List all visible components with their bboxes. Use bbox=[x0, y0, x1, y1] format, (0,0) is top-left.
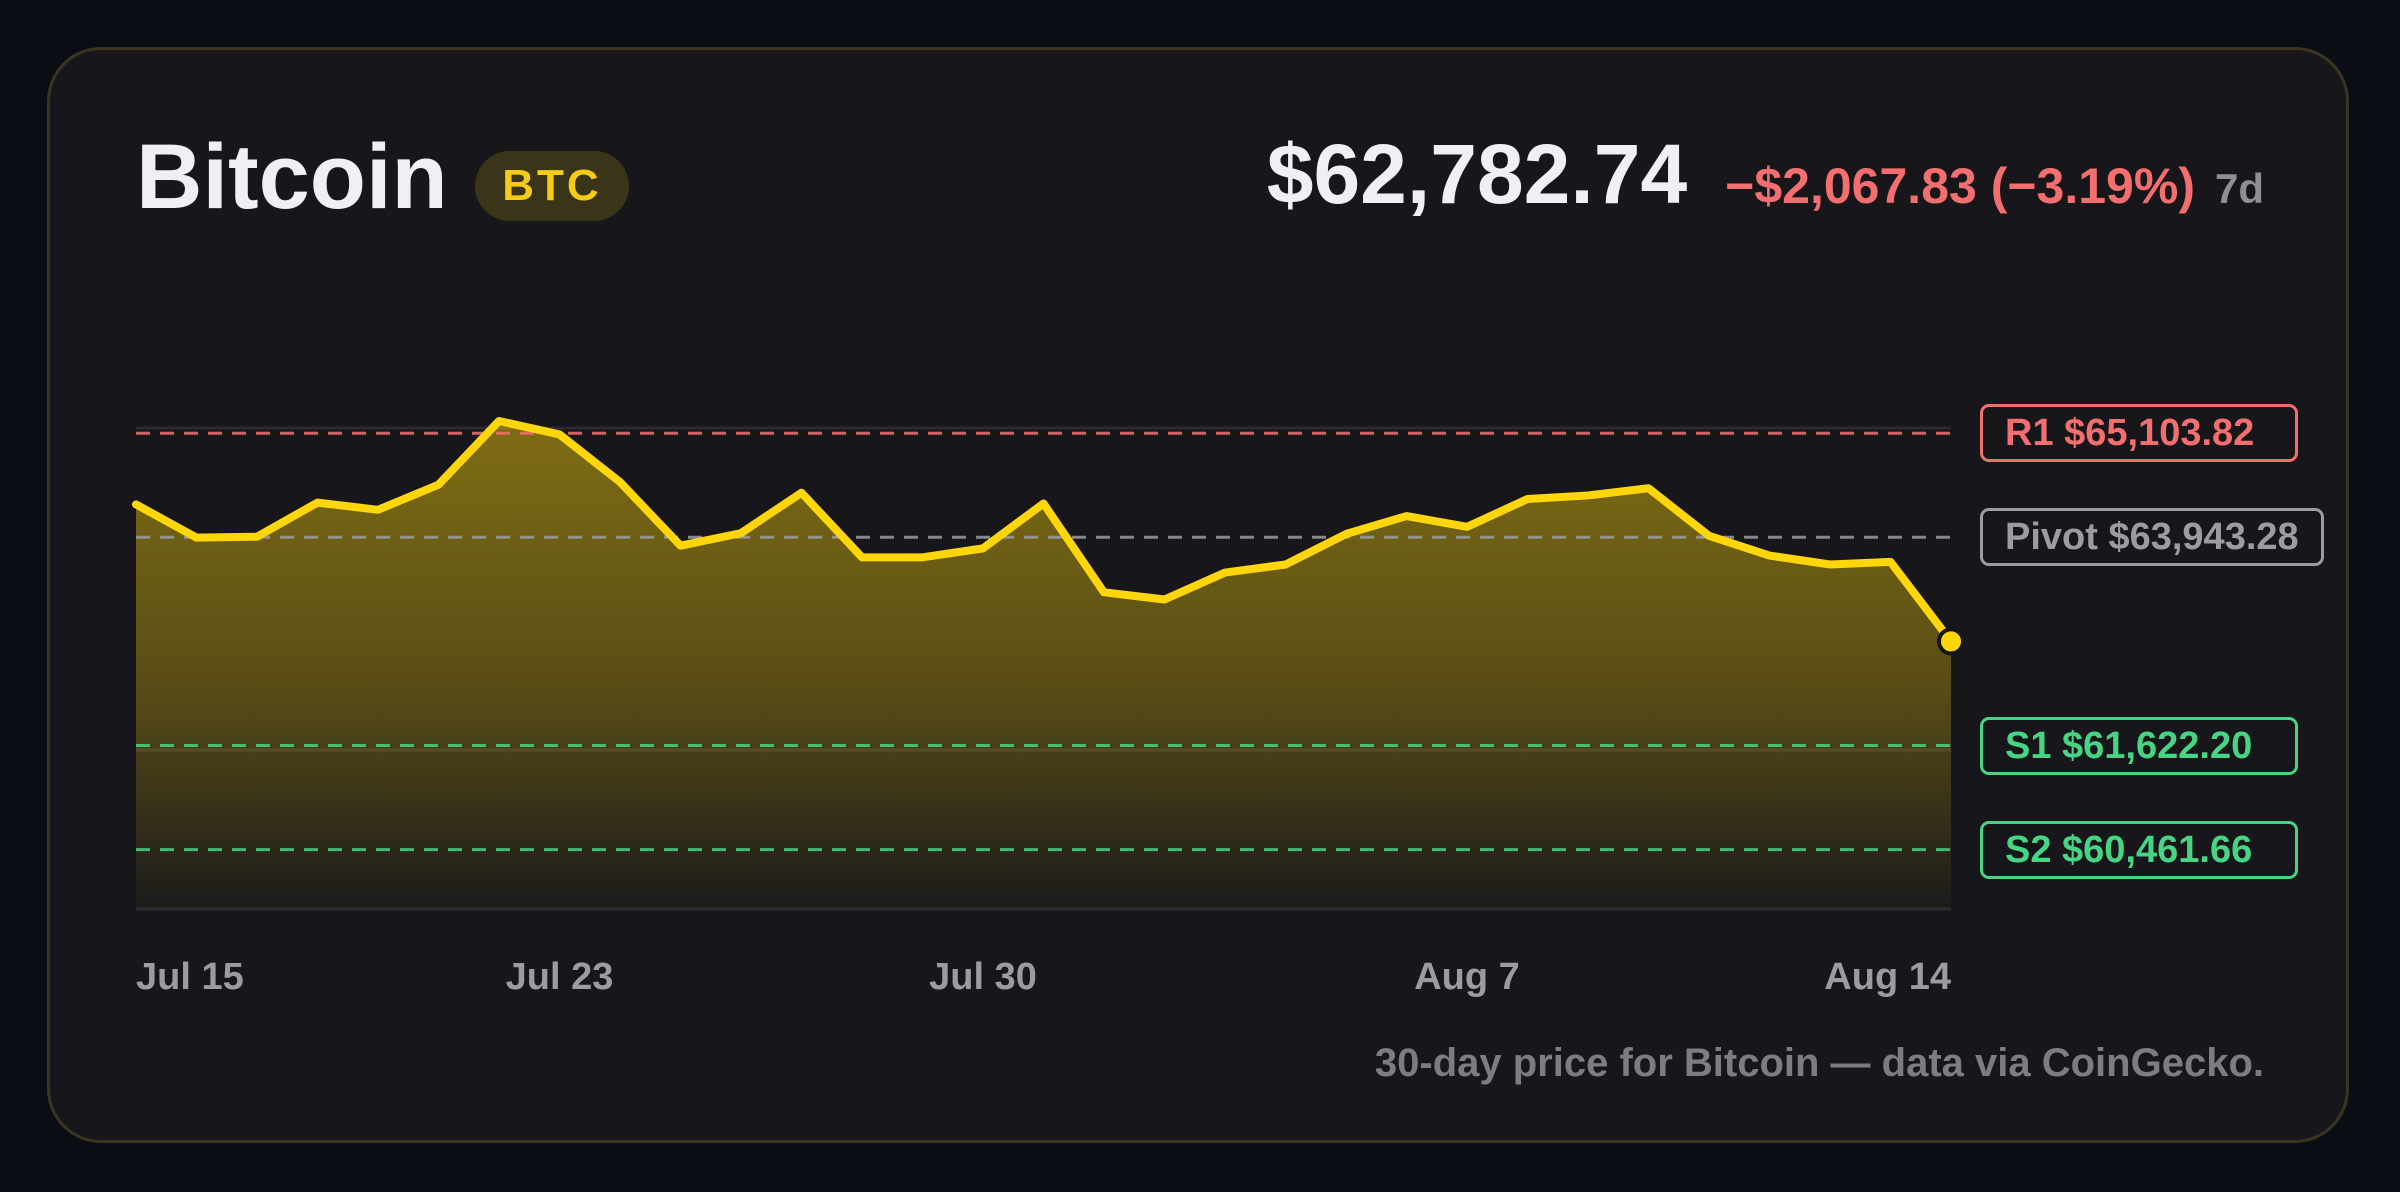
level-label-resistance: R1 $65,103.82 bbox=[1980, 404, 2298, 463]
price-area bbox=[136, 420, 1951, 909]
x-tick-label: Aug 14 bbox=[1824, 956, 1951, 998]
level-label-pivot: Pivot $63,943.28 bbox=[1980, 508, 2324, 567]
level-label-support: S2 $60,461.66 bbox=[1980, 820, 2298, 879]
price-change: −$2,067.83 (−3.19%) bbox=[1725, 158, 2195, 214]
level-label-support: S1 $61,622.20 bbox=[1980, 716, 2298, 775]
current-price: $62,782.74 bbox=[1266, 127, 1688, 221]
price-summary: $62,782.74 −$2,067.83 (−3.19%) 7d bbox=[1267, 126, 2264, 223]
x-tick-label: Aug 7 bbox=[1414, 956, 1520, 998]
change-period: 7d bbox=[2214, 165, 2264, 212]
x-tick-label: Jul 23 bbox=[505, 956, 614, 998]
x-tick-label: Jul 15 bbox=[136, 956, 244, 998]
price-line bbox=[132, 416, 1955, 646]
ticker-badge: BTC bbox=[475, 151, 629, 221]
coin-name: Bitcoin bbox=[136, 126, 448, 228]
x-tick-label: Jul 30 bbox=[929, 956, 1037, 998]
chart-caption: 30-day price for Bitcoin — data via Coin… bbox=[1374, 1041, 2264, 1085]
last-price-marker bbox=[1937, 627, 1965, 656]
